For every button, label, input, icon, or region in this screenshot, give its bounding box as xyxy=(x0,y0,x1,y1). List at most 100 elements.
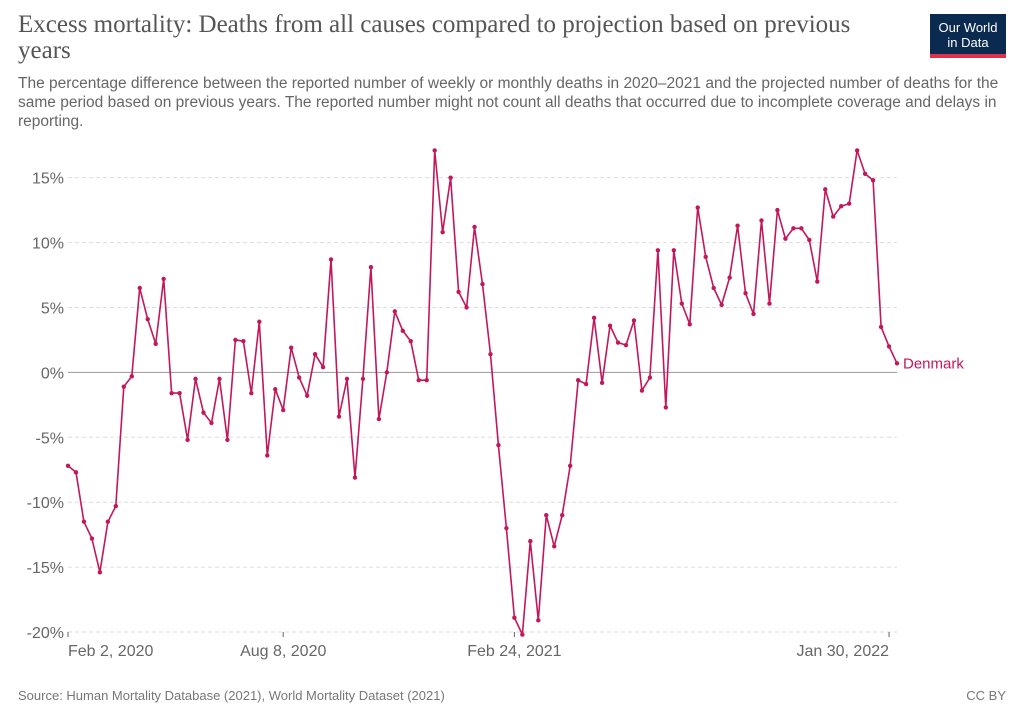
data-point xyxy=(384,370,390,375)
data-point xyxy=(783,236,788,241)
data-point xyxy=(201,410,206,415)
grid-layer xyxy=(68,177,897,633)
data-point xyxy=(823,187,828,192)
data-point xyxy=(687,322,692,327)
data-point xyxy=(296,375,302,380)
data-point xyxy=(679,301,684,306)
data-point xyxy=(607,323,613,328)
data-point xyxy=(73,470,79,475)
data-point xyxy=(177,390,182,396)
data-point xyxy=(273,387,278,392)
data-point xyxy=(97,570,103,575)
data-point xyxy=(480,281,485,287)
data-point xyxy=(376,416,382,422)
y-axis-ticks: 15% 10% 5% 0% -5% -10% -15% -20% xyxy=(27,171,64,642)
data-point xyxy=(575,377,581,383)
data-point xyxy=(631,318,637,323)
data-point xyxy=(424,377,429,383)
x-tick-label: Feb 24, 2021 xyxy=(467,643,561,660)
data-point xyxy=(894,361,900,366)
data-point xyxy=(233,337,238,343)
data-point xyxy=(815,279,820,284)
data-point xyxy=(65,463,71,469)
logo-line-2: in Data xyxy=(947,35,989,50)
data-point xyxy=(193,376,198,382)
data-point xyxy=(464,305,469,310)
data-point xyxy=(839,204,844,209)
data-point xyxy=(743,290,748,296)
y-tick-label: 5% xyxy=(41,300,64,317)
series-label-denmark: Denmark xyxy=(903,355,964,372)
data-point xyxy=(520,632,525,637)
data-point xyxy=(360,376,366,382)
data-point xyxy=(488,352,493,357)
data-point xyxy=(615,340,621,345)
data-point xyxy=(368,265,374,270)
x-tick-label: Jan 30, 2022 xyxy=(796,643,889,660)
data-point xyxy=(312,352,318,357)
data-point xyxy=(320,364,326,370)
logo-line-1: Our World xyxy=(938,20,998,35)
data-point xyxy=(854,148,860,153)
data-point xyxy=(440,229,445,235)
data-point xyxy=(352,475,358,480)
data-point xyxy=(512,615,517,620)
data-point xyxy=(400,328,405,334)
data-point xyxy=(767,301,772,306)
data-point xyxy=(846,201,852,206)
data-point xyxy=(336,414,342,419)
data-point xyxy=(735,223,740,228)
data-point xyxy=(257,319,262,324)
data-point xyxy=(265,453,270,458)
data-point xyxy=(472,224,477,230)
data-point xyxy=(870,178,876,183)
series-layer xyxy=(67,149,898,636)
x-axis-ticks: Feb 2, 2020 Aug 8, 2020 Feb 24, 2021 Jan 30… xyxy=(67,632,890,660)
data-point xyxy=(695,205,700,210)
y-tick-label: 0% xyxy=(41,365,64,382)
data-point xyxy=(89,536,95,541)
data-point xyxy=(225,437,230,443)
data-point xyxy=(623,342,629,348)
data-point xyxy=(791,226,796,231)
data-point xyxy=(862,171,868,176)
license-link[interactable]: CC BY xyxy=(966,688,1006,703)
data-point xyxy=(528,538,533,544)
data-point xyxy=(456,289,461,295)
data-point xyxy=(81,519,87,524)
data-point xyxy=(719,302,724,308)
data-point xyxy=(583,381,589,387)
data-point xyxy=(137,285,142,291)
data-point xyxy=(567,463,573,469)
y-tick-label: -10% xyxy=(27,495,64,512)
point-layer xyxy=(65,148,900,637)
y-tick-label: 10% xyxy=(32,236,64,253)
data-point xyxy=(217,376,222,382)
data-point xyxy=(392,309,398,314)
y-tick-label: 15% xyxy=(32,171,64,188)
data-point xyxy=(639,388,645,393)
data-point xyxy=(169,390,174,396)
data-point xyxy=(129,374,134,379)
data-point xyxy=(886,344,892,349)
data-point xyxy=(113,503,119,509)
series-line-denmark xyxy=(67,149,898,636)
data-point xyxy=(328,257,334,262)
data-point xyxy=(775,207,780,213)
data-point xyxy=(711,285,716,291)
data-point xyxy=(663,405,669,410)
data-point xyxy=(599,380,605,385)
data-point xyxy=(703,254,708,260)
data-point xyxy=(536,618,541,623)
data-point xyxy=(209,420,214,426)
data-point xyxy=(831,214,836,219)
data-point xyxy=(241,339,246,344)
owid-logo[interactable]: Our World in Data xyxy=(930,14,1006,58)
data-point xyxy=(552,544,557,549)
y-tick-label: -15% xyxy=(27,560,64,577)
chart-subtitle: The percentage difference between the re… xyxy=(18,75,999,130)
data-point xyxy=(448,175,453,180)
data-point xyxy=(249,390,254,396)
data-point xyxy=(304,393,310,398)
data-point xyxy=(544,512,549,518)
